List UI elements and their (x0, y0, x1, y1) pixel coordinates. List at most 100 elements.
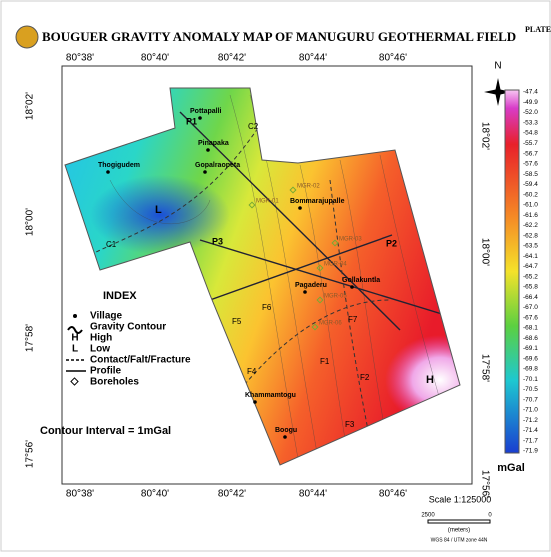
colorbar-label: -60.2 (523, 191, 538, 198)
colorbar-unit: mGal (497, 462, 525, 474)
north-label: N (494, 61, 501, 72)
colorbar-label: -70.5 (523, 386, 538, 393)
colorbar-label: -52.0 (523, 109, 538, 116)
borehole-label: MGR-05 (324, 294, 347, 300)
index-borehole-symbol (71, 378, 78, 385)
fault-label: F6 (262, 303, 272, 312)
lat-label-right: 18°02' (479, 122, 490, 150)
lon-label-top: 80°38' (66, 53, 94, 64)
lat-label-right: 17°56' (479, 470, 490, 498)
village-label: Bommarajupalle (290, 198, 345, 205)
colorbar-label: -53.3 (523, 119, 538, 126)
village-dot (350, 285, 354, 289)
map-page: N PLATE 63 BOUGUER GRAVITY ANOMALY MAP O… (0, 0, 551, 552)
colorbar-label: -64.1 (523, 253, 538, 260)
lon-label-top: 80°46' (379, 53, 407, 64)
lon-label-top: 80°40' (141, 53, 169, 64)
colorbar (505, 90, 519, 453)
village-dot (206, 148, 210, 152)
plate-label: PLATE 63 (525, 25, 551, 34)
scale-right: 0 (488, 513, 492, 519)
colorbar-label: -70.7 (523, 396, 538, 403)
lat-label-left: 17°56' (25, 440, 36, 468)
colorbar-label: -61.6 (523, 212, 538, 219)
colorbar-label: -71.9 (523, 448, 538, 455)
colorbar-label: -66.4 (523, 294, 538, 301)
colorbar-label: -56.7 (523, 150, 538, 157)
colorbar-label: -47.4 (523, 89, 538, 96)
village-label: Gopalraopeta (195, 162, 240, 169)
contour-interval: Contour Interval = 1mGal (40, 425, 171, 437)
lon-label-top: 80°44' (299, 53, 327, 64)
index-item: Village (90, 311, 122, 322)
scale-left: 2500 (421, 513, 435, 519)
index-item: Contact/Falt/Fracture (90, 355, 191, 366)
colorbar-label: -71.2 (523, 417, 538, 424)
colorbar-label: -57.6 (523, 161, 538, 168)
village-dot (298, 206, 302, 210)
borehole-label: MGR-06 (319, 321, 342, 327)
colorbar-label: -65.2 (523, 273, 538, 280)
borehole-label: MGR-04 (324, 262, 347, 268)
scale-note: WGS 84 / UTM zone 44N (431, 537, 488, 543)
fault-label: F2 (360, 373, 370, 382)
fault-label: F4 (247, 367, 257, 376)
scale-bar (428, 520, 490, 523)
profile-label: P1 (186, 116, 197, 126)
colorbar-label: -68.6 (523, 335, 538, 342)
lat-label-left: 17°58' (25, 324, 36, 352)
colorbar-label: -54.8 (523, 130, 538, 137)
colorbar-label: -71.7 (523, 437, 538, 444)
colorbar-label: -67.0 (523, 304, 538, 311)
village-label: Pottapalli (190, 108, 222, 115)
logo (16, 26, 38, 48)
colorbar-label: -69.8 (523, 366, 538, 373)
village-dot (283, 435, 287, 439)
colorbar-label: -68.1 (523, 325, 538, 332)
anomaly-surface (60, 80, 495, 480)
lat-label-left: 18°02' (25, 92, 36, 120)
borehole-label: MGR-03 (339, 237, 362, 243)
map-title: BOUGUER GRAVITY ANOMALY MAP OF MANUGURU … (42, 29, 516, 44)
village-label: Khammamtogu (245, 392, 296, 399)
colorbar-label: -67.6 (523, 314, 538, 321)
lon-label-bottom: 80°38' (66, 489, 94, 500)
extreme-label: L (155, 204, 162, 216)
profile-label: P3 (212, 236, 223, 246)
fault-label: F5 (232, 317, 242, 326)
borehole-label: MGR-02 (297, 184, 320, 190)
colorbar-label: -64.7 (523, 263, 538, 270)
colorbar-label: -55.7 (523, 140, 538, 147)
village-label: Gollakuntla (342, 277, 380, 284)
lon-label-bottom: 80°46' (379, 489, 407, 500)
fault-label: F1 (320, 357, 330, 366)
colorbar-label: -69.1 (523, 345, 538, 352)
village-dot (106, 170, 110, 174)
colorbar-label: -59.4 (523, 181, 538, 188)
lat-label-left: 18°00' (25, 208, 36, 236)
index-symbol: L (72, 344, 78, 355)
colorbar-label: -65.8 (523, 284, 538, 291)
village-label: Thogigudem (98, 162, 140, 169)
colorbar-label: -62.2 (523, 222, 538, 229)
colorbar-label: -63.5 (523, 243, 538, 250)
index-title: INDEX (103, 290, 137, 302)
colorbar-label: -69.6 (523, 355, 538, 362)
colorbar-label: -71.4 (523, 427, 538, 434)
village-dot (198, 116, 202, 120)
index-item: Profile (90, 366, 122, 377)
scale-unit: (meters) (448, 528, 470, 534)
lon-label-bottom: 80°40' (141, 489, 169, 500)
colorbar-label: -71.0 (523, 407, 538, 414)
lat-label-right: 18°00' (479, 238, 490, 266)
lon-label-bottom: 80°44' (299, 489, 327, 500)
village-dot (203, 170, 207, 174)
index-item: Low (90, 344, 110, 355)
village-label: Pinapaka (198, 140, 229, 147)
borehole-label: MGR-01 (256, 199, 279, 205)
fault-label: F3 (345, 420, 355, 429)
index-item: Gravity Contour (90, 322, 166, 333)
colorbar-label: -61.0 (523, 202, 538, 209)
fault-label: F7 (348, 315, 358, 324)
fault-label: C1 (106, 240, 117, 249)
